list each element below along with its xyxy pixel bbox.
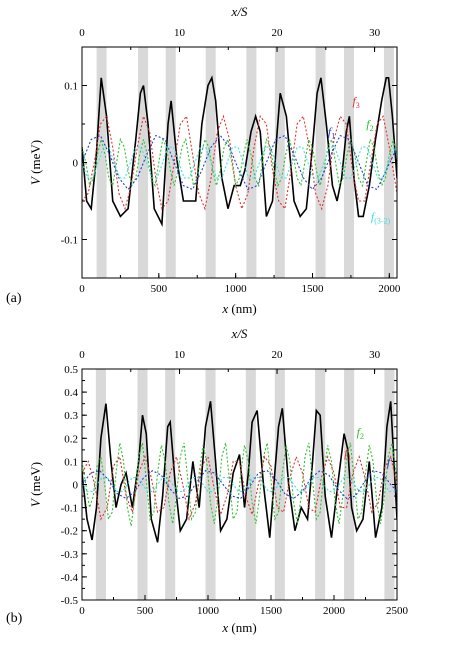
series-annotation: f1 [328,125,335,141]
x-tick-label: 2500 [386,605,409,617]
shaded-band [344,369,355,600]
x-tick-label: 0 [79,283,85,295]
panel-label: (b) [6,611,23,626]
y-tick-label: 0.1 [64,81,78,93]
x-tick-label: 1500 [260,605,283,617]
series-annotation: f(3-2) [371,209,391,225]
series-annotation: f [387,455,392,469]
series-line-3 [82,469,397,500]
shaded-band [138,47,149,278]
y-axis-title: V (meV) [28,462,43,507]
top-tick-label: 10 [174,349,186,361]
shaded-band [246,47,257,278]
x-tick-label: 2000 [378,283,401,295]
series-line-0 [82,75,397,228]
shaded-band [274,47,285,278]
series-line-4 [82,477,397,492]
y-tick-label: 0.5 [64,364,78,376]
series-line-f2 [82,442,397,527]
y-tick-label: 0.4 [64,387,78,399]
top-axis-title: x/S [231,4,248,19]
y-tick-label: -0.2 [61,526,78,538]
shaded-band [205,369,216,600]
series-line-f2 [82,137,397,188]
top-tick-label: 0 [79,27,85,39]
shaded-band [95,369,106,600]
y-tick-label: 0.3 [64,410,78,422]
x-tick-label: 500 [137,605,154,617]
shaded-band [165,47,176,278]
shaded-band [96,47,107,278]
top-tick-label: 10 [174,27,186,39]
y-tick-label: 0.2 [64,433,78,445]
top-tick-label: 30 [369,349,381,361]
x-axis-title: x (nm) [221,620,256,635]
y-tick-label: -0.5 [61,595,79,607]
series-annotation: f1 [344,446,351,462]
series-line-f1 [82,454,397,522]
x-tick-label: 500 [151,283,168,295]
y-tick-label: 0 [73,158,79,170]
x-tick-label: 2000 [323,605,346,617]
top-axis-title: x/S [231,326,248,341]
series-line-f1 [82,134,397,191]
x-tick-label: 1500 [301,283,324,295]
shaded-band [383,47,394,278]
y-tick-label: 0 [73,480,79,492]
series-line-0 [82,401,397,543]
y-tick-label: 0.1 [64,456,78,468]
series-annotation: f2 [366,117,373,133]
series-line-f3 [82,114,397,211]
shaded-band [384,369,395,600]
panel-label: (a) [6,291,22,306]
series-group [82,75,397,228]
y-tick-label: -0.1 [61,235,78,247]
shaded-band [343,47,354,278]
y-axis-title: V (meV) [28,140,43,185]
top-tick-label: 20 [272,27,284,39]
shaded-band [274,369,285,600]
x-axis-title: x (nm) [221,301,256,316]
series-line-4 [82,145,397,179]
x-tick-label: 1000 [225,283,248,295]
y-tick-label: -0.3 [61,549,79,561]
x-tick-label: 1000 [197,605,220,617]
x-tick-label: 0 [79,605,85,617]
y-tick-label: -0.4 [61,572,79,584]
shaded-band [205,47,216,278]
top-tick-label: 20 [272,349,284,361]
shaded-band [165,369,176,600]
chart-panel-b: 0 500 1000 1500 2000 2500 0 10 20 30 -0.5 -0.4 -0.3 -… [6,326,409,635]
series-annotation: f3 [352,94,359,110]
chart-panel-a: 0 500 1000 1500 2000 0 10 20 30 -0.1 0 0.1 x (nm) V (… [6,4,401,316]
y-tick-label: -0.1 [61,503,78,515]
top-tick-label: 30 [369,27,381,39]
series-group [82,401,397,543]
shaded-band [315,47,326,278]
series-annotation: f2 [357,425,364,441]
top-tick-label: 0 [79,349,85,361]
